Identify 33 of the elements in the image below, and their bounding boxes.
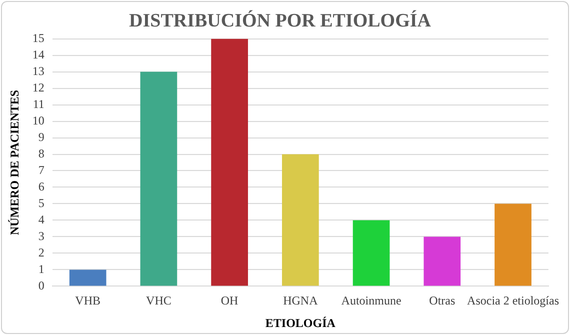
x-tick-label: Autoinmune (341, 294, 402, 308)
x-tick-label: HGNA (283, 294, 318, 308)
bar (69, 270, 106, 286)
y-tick-label: 1 (38, 262, 44, 276)
y-tick-label: 11 (32, 96, 44, 111)
y-axis-title: NÚMERO DE PACIENTES (7, 90, 22, 236)
x-tick-label: OH (220, 294, 239, 308)
bar (352, 220, 390, 286)
bar (282, 154, 319, 286)
y-tick-label: 5 (38, 196, 44, 210)
bar (211, 38, 248, 286)
chart-title: DISTRIBUCIÓN POR ETIOLOGÍA (129, 9, 432, 32)
x-tick-label: Asocia 2 etiologías (467, 294, 560, 308)
y-tick-label: 14 (32, 47, 44, 62)
y-tick-label: 6 (38, 179, 44, 194)
x-axis-title: ETIOLOGÍA (265, 316, 336, 330)
x-tick-label: Otras (429, 294, 456, 308)
y-tick-label: 13 (32, 64, 44, 78)
y-tick-label: 9 (38, 130, 44, 144)
y-tick-label: 4 (38, 212, 44, 226)
bar (140, 72, 178, 286)
bar (424, 236, 461, 286)
y-tick-label: 10 (32, 113, 44, 128)
y-tick-label: 0 (38, 278, 44, 292)
x-tick-label: VHB (75, 294, 101, 308)
y-tick-label: 15 (32, 30, 44, 45)
y-tick-label: 12 (32, 80, 44, 94)
y-tick-label: 8 (38, 146, 44, 160)
x-tick-label: VHC (146, 294, 172, 308)
y-tick-label: 2 (38, 245, 44, 260)
y-tick-label: 3 (38, 228, 44, 243)
y-tick-label: 7 (38, 162, 44, 177)
bar (494, 204, 532, 286)
